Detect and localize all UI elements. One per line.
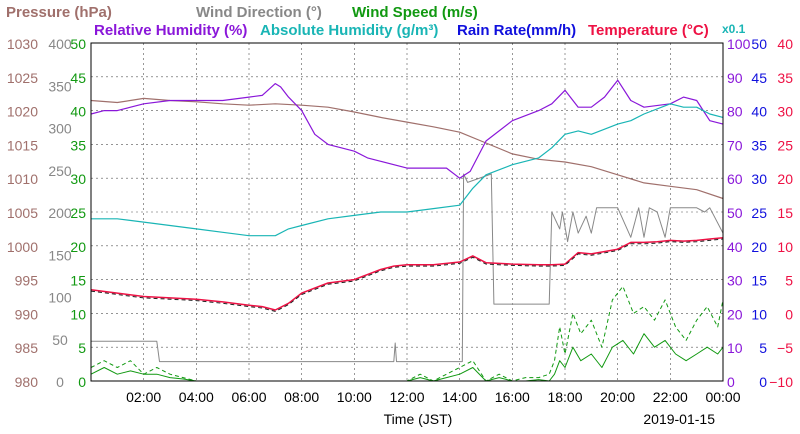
y-tick-humidity: 50: [727, 205, 743, 221]
y-tick-wind-direction: 300: [48, 121, 72, 137]
x-tick-label: 10:00: [337, 389, 372, 405]
y-tick-pressure: 980: [15, 374, 39, 390]
y-tick-wind-speed: 0: [78, 374, 86, 390]
y-tick-humidity: 90: [727, 70, 743, 86]
y-tick-wind-direction: 50: [52, 332, 68, 348]
x-tick-label: 20:00: [600, 389, 635, 405]
x-tick-label: 12:00: [389, 389, 424, 405]
y-tick-temperature: 30: [777, 104, 793, 120]
y-tick-humidity: 0: [727, 374, 735, 390]
y-tick-rain-rate: 5: [759, 340, 767, 356]
legend-rain-rate: Rain Rate(mm/h): [457, 22, 576, 39]
legend-wind-speed: Wind Speed (m/s): [352, 4, 478, 21]
y-tick-wind-speed: 25: [70, 205, 86, 221]
y-tick-wind-direction: 150: [48, 247, 72, 263]
x-tick-label: 02:00: [126, 389, 161, 405]
y-tick-wind-direction: 400: [48, 36, 72, 52]
y-tick-humidity: 20: [727, 306, 743, 322]
series-line-pressure: [90, 97, 724, 200]
x-tick-label: 18:00: [547, 389, 582, 405]
y-tick-wind-direction: 350: [48, 78, 72, 94]
y-tick-temperature: 0: [785, 306, 793, 322]
y-tick-wind-speed: 40: [70, 104, 86, 120]
legend-absolute-humidity: Absolute Humidity (g/m³): [260, 22, 438, 39]
y-tick-temperature: 5: [785, 273, 793, 289]
y-tick-temperature: −5: [777, 340, 793, 356]
y-tick-pressure: 1020: [7, 104, 38, 120]
y-tick-rain-rate: 20: [751, 239, 767, 255]
x-tick-label: 14:00: [442, 389, 477, 405]
y-tick-pressure: 985: [15, 340, 39, 356]
y-tick-temperature: 10: [777, 239, 793, 255]
y-tick-rain-rate: 40: [751, 104, 767, 120]
series-line-absolute-humidity: [91, 103, 724, 237]
y-tick-rain-rate: 50: [751, 36, 767, 52]
y-tick-wind-direction: 200: [48, 205, 72, 221]
y-tick-humidity: 80: [727, 104, 743, 120]
x-tick-label: 16:00: [495, 389, 530, 405]
y-tick-temperature: −10: [769, 374, 793, 390]
x-tick-label: 08:00: [284, 389, 319, 405]
y-tick-wind-speed: 5: [78, 340, 86, 356]
y-tick-humidity: 30: [727, 273, 743, 289]
y-tick-wind-direction: 0: [56, 374, 64, 390]
y-tick-rain-rate: 35: [751, 137, 767, 153]
x-tick-label: 00:00: [705, 389, 740, 405]
y-tick-wind-speed: 45: [70, 70, 86, 86]
legend-wind-direction: Wind Direction (°): [196, 4, 322, 21]
x-axis: 02:00 04:00 06:00 08:00 10:00 12:00 14:00 16:00…: [126, 389, 741, 405]
legend-pressure: Pressure (hPa): [6, 4, 112, 21]
y-tick-rain-rate: 15: [751, 273, 767, 289]
y-tick-pressure: 1005: [7, 205, 38, 221]
y-tick-humidity: 60: [727, 171, 743, 187]
series-line-temperature: [90, 236, 724, 311]
y-tick-temperature: 20: [777, 171, 793, 187]
x-tick-label: 22:00: [653, 389, 688, 405]
x-tick-label: 06:00: [231, 389, 266, 405]
y-tick-wind-direction: 100: [48, 290, 72, 306]
y-tick-rain-rate: 10: [751, 306, 767, 322]
legend-relative-humidity: Relative Humidity (%): [94, 22, 247, 39]
y-tick-temperature: 40: [777, 36, 793, 52]
y-tick-temperature: 15: [777, 205, 793, 221]
y-tick-wind-speed: 30: [70, 171, 86, 187]
y-tick-temperature: 35: [777, 70, 793, 86]
legend-temperature: Temperature (°C): [588, 22, 709, 39]
y-tick-humidity: 70: [727, 137, 743, 153]
scale-note: x0.1: [722, 22, 746, 36]
y-tick-pressure: 995: [15, 273, 39, 289]
y-tick-humidity: 100: [727, 36, 751, 52]
y-tick-wind-speed: 20: [70, 239, 86, 255]
y-tick-pressure: 1015: [7, 137, 38, 153]
y-tick-pressure: 1030: [7, 36, 38, 52]
y-tick-pressure: 990: [15, 306, 39, 322]
y-tick-rain-rate: 25: [751, 205, 767, 221]
y-tick-wind-speed: 15: [70, 273, 86, 289]
y-tick-pressure: 1025: [7, 70, 38, 86]
series-line-wind-speed-gust: [90, 285, 724, 382]
y-tick-pressure: 1000: [7, 239, 38, 255]
y-tick-humidity: 40: [727, 239, 743, 255]
x-tick-label: 04:00: [179, 389, 214, 405]
y-tick-wind-speed: 35: [70, 137, 86, 153]
series-line-relative-humidity: [90, 79, 724, 179]
y-tick-wind-speed: 10: [70, 306, 86, 322]
y-axes: 1030102510201015101010051000995990985980…: [7, 36, 793, 390]
x-axis-label: Time (JST): [384, 411, 453, 427]
y-tick-pressure: 1010: [7, 171, 38, 187]
grid: [91, 43, 723, 381]
series-line-wind-direction: [91, 173, 724, 363]
plot-frame: [90, 42, 724, 382]
y-tick-rain-rate: 45: [751, 70, 767, 86]
y-tick-humidity: 10: [727, 340, 743, 356]
y-tick-temperature: 25: [777, 137, 793, 153]
y-tick-rain-rate: 0: [759, 374, 767, 390]
y-tick-wind-speed: 50: [70, 36, 86, 52]
date-label: 2019-01-15: [643, 411, 715, 427]
series-line-dew-point: [90, 238, 724, 312]
y-tick-wind-direction: 250: [48, 163, 72, 179]
y-tick-rain-rate: 30: [751, 171, 767, 187]
